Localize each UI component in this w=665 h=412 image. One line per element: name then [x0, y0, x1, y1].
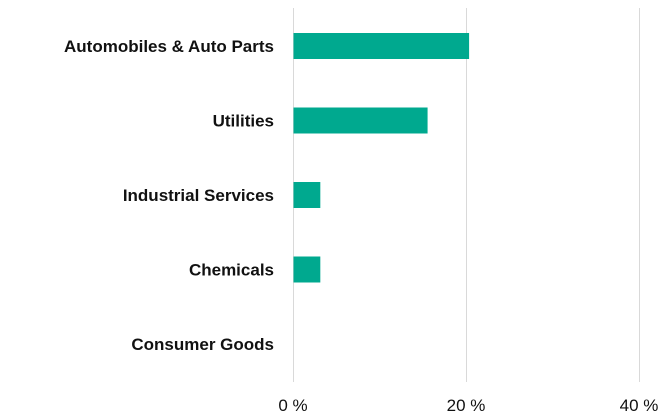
category-label-automobiles-and-auto-parts: Automobiles & Auto Parts	[64, 37, 274, 56]
category-label-chemicals: Chemicals	[189, 261, 274, 280]
gridlines	[293, 8, 640, 382]
bar-chemicals	[293, 256, 321, 283]
category-label-consumer-goods: Consumer Goods	[131, 335, 274, 354]
bar-automobiles-and-auto-parts	[293, 33, 470, 59]
bar-industrial-services	[293, 182, 321, 208]
bar-utilities	[293, 107, 428, 134]
category-label-utilities: Utilities	[213, 112, 274, 131]
x-tick-label-0: 0 %	[278, 396, 307, 412]
bars	[293, 33, 470, 283]
x-tick-label-20: 20 %	[447, 396, 486, 412]
x-tick-label-40: 40 %	[620, 396, 659, 412]
category-labels: Automobiles & Auto Parts Utilities Industr…	[64, 37, 274, 354]
category-label-industrial-services: Industrial Services	[123, 186, 274, 205]
x-tick-labels: 0 % 20 % 40 %	[278, 396, 658, 412]
